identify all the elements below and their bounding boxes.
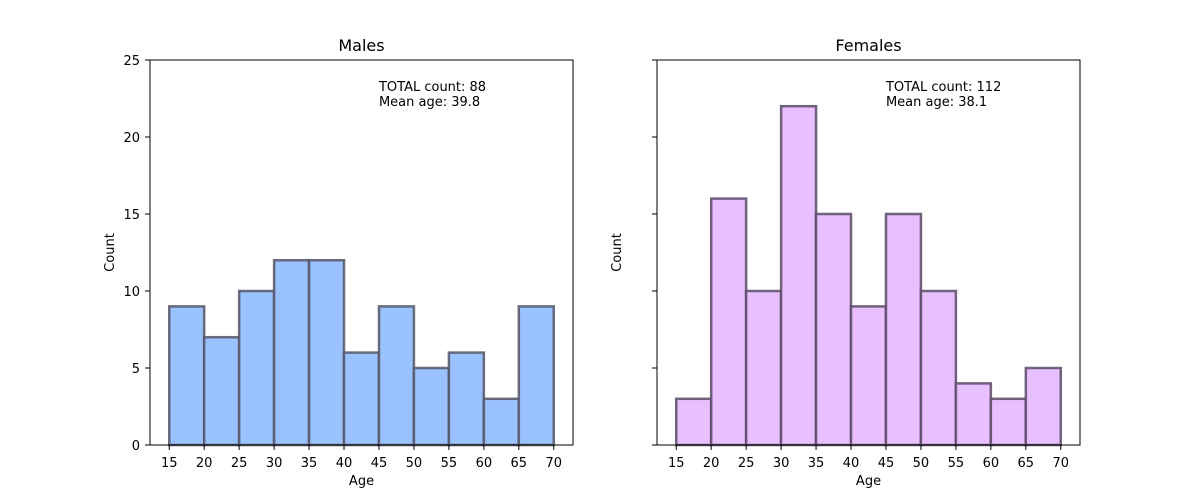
panel-1-xtick-label-20: 20 [196,456,213,471]
panel-1-xtick-label-70: 70 [545,456,562,471]
panel-1-annotation-line-2: Mean age: 39.8 [379,95,480,110]
panel-2: 15 20 25 30 35 40 45 50 55 60 65 70 Females Age Count T… [610,36,1081,489]
panel-1-bar-45-50 [377,305,416,447]
panel-2-bar-25-30 [744,289,783,447]
panel-2-xtick-label-15: 15 [668,456,685,471]
panel-1-bar-65-70 [517,305,556,447]
panel-2-xtick-label-70: 70 [1052,456,1069,471]
panel-1-ytick-label-20: 20 [123,131,140,146]
panel-1-ytick-label-0: 0 [132,439,140,454]
panel-1-bar-35-40 [307,258,346,447]
panel-2-axes-frame [656,59,1081,446]
panel-2-xtick-label-45: 45 [878,456,895,471]
panel-2-bar-45-50 [884,212,923,447]
panel-2-ylabel: Count [610,233,625,272]
panel-2-xtick-label-20: 20 [703,456,720,471]
panel-1-xtick-label-60: 60 [476,456,493,471]
panel-2-annotation-line-2: Mean age: 38.1 [886,95,987,110]
panel-1: 15 20 25 30 35 40 45 50 55 60 65 70 0 5 10 15 20 25 Males A… [103,36,574,489]
panel-2-bar-50-55 [919,289,958,447]
panel-2-annotation-line-1: TOTAL count: 112 [885,80,1001,95]
panel-1-ytick-label-5: 5 [132,362,140,377]
panel-1-bar-55-60 [447,351,486,447]
panel-2-xtick-label-40: 40 [843,456,860,471]
panel-2-title: Females [835,36,901,55]
panel-1-title: Males [338,36,384,55]
panel-1-ytick-label-10: 10 [123,285,140,300]
panel-2-xtick-label-30: 30 [773,456,790,471]
panel-2-xtick-label-35: 35 [808,456,825,471]
panel-1-xtick-label-30: 30 [266,456,283,471]
panel-1-bar-30-35 [272,258,311,447]
panel-2-xtick-label-60: 60 [983,456,1000,471]
panel-1-xtick-label-65: 65 [511,456,528,471]
panel-1-bar-40-45 [342,351,381,447]
panel-1-xlabel: Age [349,474,374,489]
panel-2-xtick-label-25: 25 [738,456,755,471]
panel-2-bar-55-60 [954,382,993,447]
panel-1-xtick-label-55: 55 [441,456,458,471]
panel-1-axes-frame [149,59,574,446]
panel-1-bar-20-25 [202,335,241,447]
panel-1-bar-50-55 [412,366,451,447]
panel-2-xtick-label-55: 55 [948,456,965,471]
panel-1-annotation-line-1: TOTAL count: 88 [378,80,486,95]
panel-2-xtick-label-65: 65 [1018,456,1035,471]
panel-2-bar-65-70 [1024,366,1063,447]
panel-2-bar-60-65 [989,397,1028,447]
panel-1-bar-60-65 [482,397,521,447]
panel-1-bar-25-30 [237,289,276,447]
panel-2-xtick-label-50: 50 [913,456,930,471]
panel-1-xtick-label-15: 15 [161,456,178,471]
panel-1-ytick-label-25: 25 [123,54,140,69]
panel-1-xtick-label-25: 25 [231,456,248,471]
panel-1-ylabel: Count [103,233,118,272]
panel-2-bar-30-35 [779,104,818,447]
panel-1-xtick-label-40: 40 [336,456,353,471]
panel-1-xtick-label-45: 45 [371,456,388,471]
panel-1-bar-15-20 [167,305,206,447]
panel-2-xlabel: Age [856,474,881,489]
panel-1-xtick-label-35: 35 [301,456,318,471]
panel-1-ytick-label-15: 15 [123,208,140,223]
panel-1-xtick-label-50: 50 [406,456,423,471]
panel-2-bar-20-25 [709,197,748,447]
panel-2-bar-35-40 [814,212,853,447]
panel-2-bar-40-45 [849,305,888,447]
panel-2-bar-15-20 [674,397,713,447]
